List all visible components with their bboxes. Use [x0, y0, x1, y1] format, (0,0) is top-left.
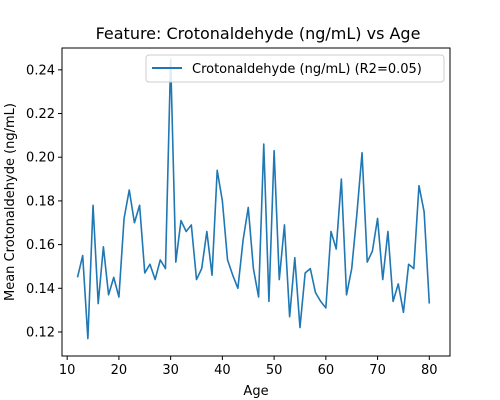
y-axis: 0.12 0.14 0.16 0.18 0.20 0.22 0.24: [26, 63, 62, 340]
y-tick-label: 0.18: [26, 194, 55, 209]
plot-frame: [61, 47, 451, 357]
x-tick-label: 70: [369, 363, 386, 378]
legend-label: Crotonaldehyde (ng/mL) (R2=0.05): [192, 62, 422, 77]
y-tick-label: 0.16: [26, 238, 55, 253]
legend-box: [145, 54, 445, 83]
series-line: [76, 58, 431, 340]
x-tick-label: 60: [318, 363, 335, 378]
y-tick-label: 0.22: [26, 107, 55, 122]
x-tick-label: 40: [214, 363, 231, 378]
y-tick-label: 0.14: [26, 282, 55, 297]
plot-area: [76, 58, 431, 340]
y-tick-label: 0.24: [26, 63, 55, 78]
x-tick-label: 50: [266, 363, 283, 378]
x-axis-label: Age: [243, 384, 268, 399]
y-axis-label: Mean Crotonaldehyde (ng/mL): [3, 103, 18, 301]
y-tick-label: 0.20: [26, 151, 55, 166]
x-tick-label: 20: [111, 363, 128, 378]
legend: Crotonaldehyde (ng/mL) (R2=0.05): [145, 54, 445, 83]
x-tick-label: 80: [421, 363, 438, 378]
x-tick-label: 10: [59, 363, 76, 378]
chart-title: Feature: Crotonaldehyde (ng/mL) vs Age: [96, 24, 421, 43]
x-tick-label: 30: [162, 363, 179, 378]
y-tick-label: 0.12: [26, 325, 55, 340]
x-axis: 10 20 30 40 50 60 70 80: [59, 356, 438, 378]
